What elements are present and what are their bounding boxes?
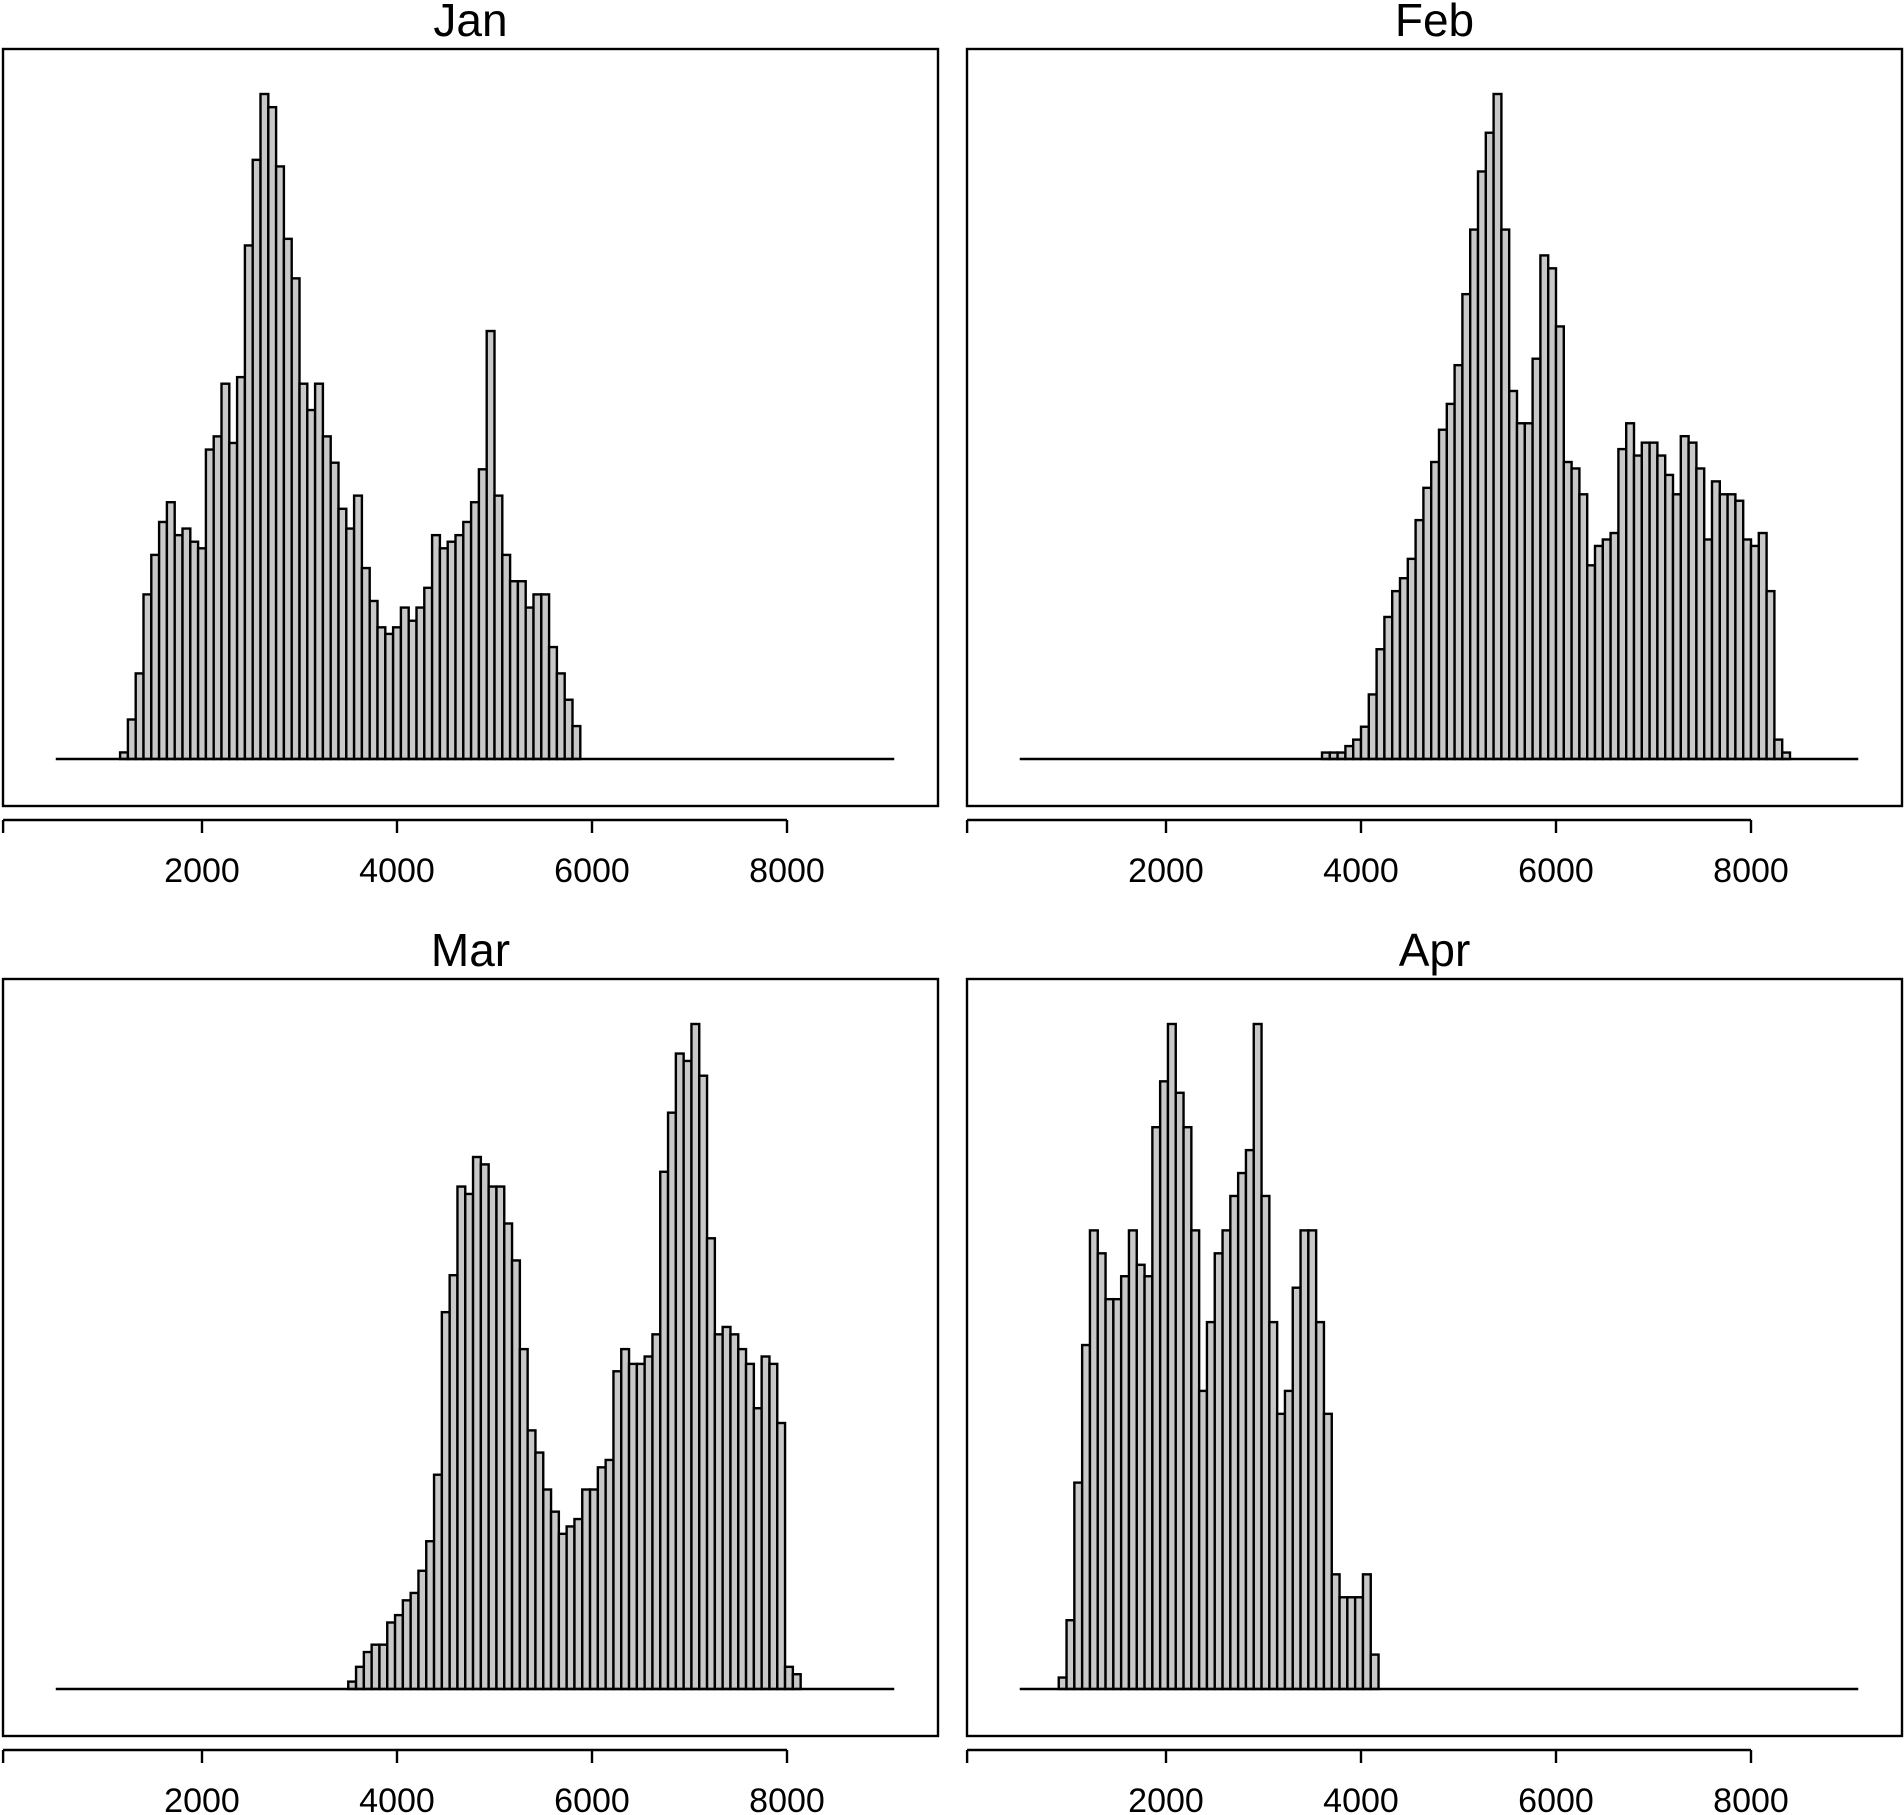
x-tick-label: 8000	[1713, 852, 1789, 890]
x-tick-label: 8000	[1713, 1782, 1789, 1815]
x-tick-label: 6000	[1518, 1782, 1594, 1815]
x-tick-label: 4000	[359, 852, 435, 890]
plot-frame	[1, 977, 940, 1738]
histogram-bar	[1369, 1653, 1380, 1691]
x-tick-label: 8000	[749, 852, 825, 890]
histogram-bar	[571, 724, 582, 761]
panel-feb: Feb 2000 4000 6000 8000	[965, 0, 1904, 890]
x-tick-label: 6000	[554, 1782, 630, 1815]
x-tick-label: 4000	[1323, 1782, 1399, 1815]
panel-title: Apr	[1399, 924, 1471, 976]
plot-frame	[965, 47, 1904, 808]
x-tick-label: 2000	[1128, 1782, 1204, 1815]
x-tick-label: 4000	[359, 1782, 435, 1815]
x-tick-label: 6000	[1518, 852, 1594, 890]
panel-apr: Apr 2000 4000 6000 8000	[965, 924, 1904, 1815]
x-tick-label: 6000	[554, 852, 630, 890]
histogram-bar	[776, 1421, 787, 1691]
plot-frame	[965, 977, 1904, 1738]
panel-title: Jan	[433, 0, 507, 46]
panel-mar: Mar 2000 4000 6000 8000	[1, 924, 940, 1815]
panel-title: Feb	[1395, 0, 1474, 46]
x-tick-label: 4000	[1323, 852, 1399, 890]
x-tick-label: 8000	[749, 1782, 825, 1815]
panel-jan: Jan 2000 4000 6000 8000	[1, 0, 940, 890]
x-tick-label: 2000	[164, 1782, 240, 1815]
histogram-bar	[1765, 589, 1776, 761]
panel-title: Mar	[431, 924, 510, 976]
plot-frame	[1, 47, 940, 808]
x-tick-label: 2000	[164, 852, 240, 890]
histogram-bar	[791, 1673, 802, 1691]
x-tick-label: 2000	[1128, 852, 1204, 890]
